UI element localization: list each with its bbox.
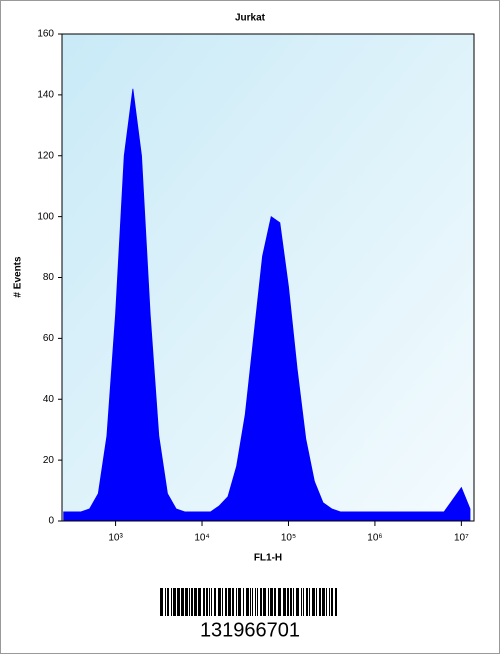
barcode-bar	[185, 588, 188, 616]
y-axis-label: # Events	[13, 256, 24, 298]
barcode-bar	[214, 588, 216, 616]
y-tick-label: 20	[43, 455, 55, 466]
barcode-bar	[211, 588, 212, 616]
barcode-bar	[335, 588, 337, 616]
barcode-bar	[331, 588, 333, 616]
barcode	[160, 588, 337, 616]
barcode-bar	[198, 588, 201, 616]
barcode-bar	[255, 588, 256, 616]
barcode-bar	[306, 588, 308, 616]
barcode-bar	[222, 588, 223, 616]
barcode-bar	[246, 588, 249, 616]
barcode-bar	[301, 588, 302, 616]
barcode-bar	[243, 588, 244, 616]
y-tick-label: 40	[43, 394, 55, 405]
histogram-area	[63, 88, 471, 522]
barcode-bar	[238, 588, 241, 616]
x-tick-label: 10⁶	[367, 533, 382, 544]
barcode-bar	[278, 588, 281, 616]
barcode-bar	[329, 588, 330, 616]
barcode-bar	[173, 588, 176, 616]
barcode-label: 131966701	[200, 619, 300, 641]
barcode-bar	[206, 588, 208, 616]
barcode-bar	[228, 588, 231, 616]
barcode-bar	[171, 588, 172, 616]
x-tick-label: 10⁵	[281, 533, 296, 544]
barcode-bar	[316, 588, 317, 616]
barcode-bar	[283, 588, 286, 616]
barcode-bar	[218, 588, 221, 616]
barcode-bar	[293, 588, 294, 616]
barcode-bar	[160, 588, 163, 616]
barcode-bar	[165, 588, 166, 616]
barcode-bar	[236, 588, 237, 616]
y-tick-label: 0	[48, 516, 54, 527]
barcode-bar	[287, 588, 289, 616]
barcode-bar	[181, 588, 184, 616]
barcode-bar	[268, 588, 269, 616]
y-tick-label: 100	[37, 211, 54, 222]
y-tick-label: 140	[37, 90, 54, 101]
barcode-bar	[250, 588, 251, 616]
x-tick-label: 10³	[108, 533, 123, 544]
barcode-bar	[232, 588, 234, 616]
barcode-bar	[263, 588, 266, 616]
barcode-bar	[296, 588, 299, 616]
chart-title: Jurkat	[235, 13, 266, 24]
y-tick-label: 160	[37, 29, 54, 40]
y-tick-label: 80	[43, 272, 55, 283]
y-tick-label: 120	[37, 150, 54, 161]
barcode-bar	[257, 588, 258, 616]
x-axis-label: FL1-H	[254, 553, 282, 564]
barcode-bar	[326, 588, 327, 616]
barcode-bar	[167, 588, 169, 616]
barcode-bar	[270, 588, 273, 616]
barcode-bar	[194, 588, 197, 616]
barcode-bar	[290, 588, 292, 616]
barcode-bar	[177, 588, 180, 616]
barcode-bar	[274, 588, 276, 616]
barcode-bar	[252, 588, 253, 616]
y-tick-label: 60	[43, 333, 55, 344]
barcode-bar	[189, 588, 190, 616]
barcode-bar	[260, 588, 262, 616]
barcode-bar	[309, 588, 310, 616]
barcode-bar	[322, 588, 325, 616]
barcode-bar	[225, 588, 227, 616]
barcode-bar	[203, 588, 205, 616]
barcode-bar	[303, 588, 304, 616]
barcode-bar	[312, 588, 315, 616]
x-tick-label: 10⁴	[194, 533, 209, 544]
x-tick-label: 10⁷	[454, 533, 469, 544]
barcode-bar	[191, 588, 193, 616]
barcode-bar	[319, 588, 321, 616]
barcode-bar	[209, 588, 210, 616]
